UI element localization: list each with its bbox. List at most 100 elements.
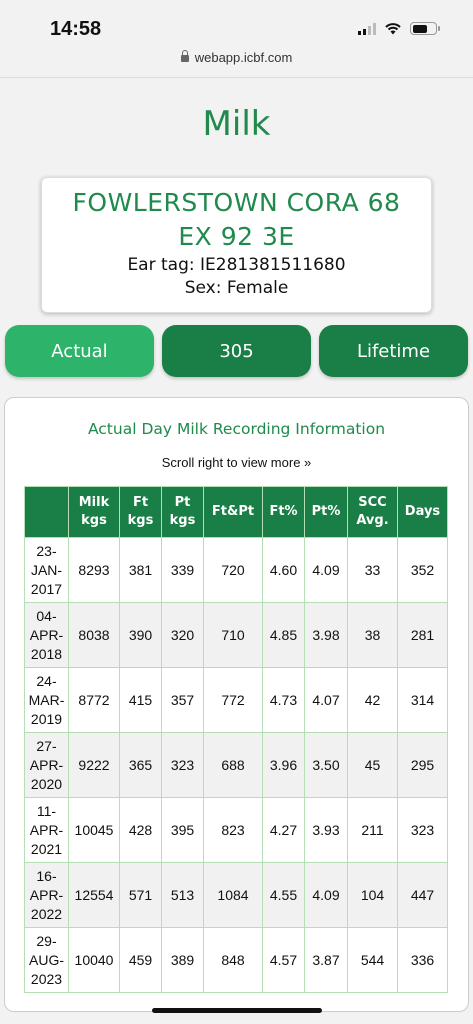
status-time: 14:58 [50, 18, 102, 40]
tab-lifetime[interactable]: Lifetime [319, 325, 468, 377]
table-cell: 4.27 [262, 797, 305, 863]
table-cell: 688 [203, 732, 263, 798]
animal-info-card: FOWLERSTOWN CORA 68 EX 92 3E Ear tag: IE… [41, 177, 432, 313]
table-cell: 848 [203, 927, 263, 993]
table-row: 23-JAN-2017 8293 381 339 720 4.60 4.09 33 352 [24, 537, 448, 603]
table-cell: 42 [347, 667, 398, 733]
table-cell: 8293 [68, 537, 120, 603]
header-cell: Days [397, 486, 448, 538]
table-cell: 4.57 [262, 927, 305, 993]
home-indicator[interactable] [152, 1008, 322, 1013]
header-cell [24, 486, 69, 538]
date-cell: 16-APR-2022 [24, 862, 69, 928]
table-cell: 211 [347, 797, 398, 863]
table-row: 27-APR-2020 9222 365 323 688 3.96 3.50 45 295 [24, 732, 448, 798]
table-cell: 320 [161, 602, 204, 668]
status-bar: 14:58 [0, 0, 473, 46]
date-cell: 24-MAR-2019 [24, 667, 69, 733]
table-cell: 4.73 [262, 667, 305, 733]
animal-name-line2: EX 92 3E [178, 222, 295, 251]
tab-actual[interactable]: Actual [5, 325, 154, 377]
table-cell: 4.60 [262, 537, 305, 603]
date-cell: 23-JAN-2017 [24, 537, 69, 603]
header-cell: Ft% [262, 486, 305, 538]
lock-icon [180, 50, 189, 62]
header-cell: SCC Avg. [347, 486, 398, 538]
table-cell: 3.87 [304, 927, 348, 993]
table-cell: 459 [119, 927, 162, 993]
header-cell: Milk kgs [68, 486, 120, 538]
table-cell: 10040 [68, 927, 120, 993]
header-cell: Ft&Pt [203, 486, 263, 538]
table-cell: 3.50 [304, 732, 348, 798]
table-cell: 823 [203, 797, 263, 863]
date-cell: 29-AUG-2023 [24, 927, 69, 993]
cellular-signal-icon [358, 22, 376, 35]
wifi-icon [385, 23, 401, 35]
table-cell: 4.55 [262, 862, 305, 928]
table-cell: 339 [161, 537, 204, 603]
table-cell: 8038 [68, 602, 120, 668]
table-cell: 357 [161, 667, 204, 733]
status-icons [358, 22, 440, 35]
table-cell: 381 [119, 537, 162, 603]
table-cell: 9222 [68, 732, 120, 798]
table-cell: 390 [119, 602, 162, 668]
table-cell: 4.09 [304, 862, 348, 928]
divider [0, 77, 473, 78]
table-cell: 33 [347, 537, 398, 603]
table-cell: 3.96 [262, 732, 305, 798]
milk-table[interactable]: Milk kgs Ft kgs Pt kgs Ft&Pt Ft% Pt% SCC… [24, 486, 448, 993]
page-title: Milk [202, 104, 271, 144]
table-cell: 571 [119, 862, 162, 928]
table-row: 16-APR-2022 12554 571 513 1084 4.55 4.09 104 447 [24, 862, 448, 928]
tab-bar: Actual 305 Lifetime [5, 325, 468, 377]
table-cell: 365 [119, 732, 162, 798]
date-cell: 04-APR-2018 [24, 602, 69, 668]
table-cell: 352 [397, 537, 448, 603]
date-cell: 27-APR-2020 [24, 732, 69, 798]
header-cell: Ft kgs [119, 486, 162, 538]
table-row: 24-MAR-2019 8772 415 357 772 4.73 4.07 42 314 [24, 667, 448, 733]
tab-305[interactable]: 305 [162, 325, 311, 377]
date-cell: 11-APR-2021 [24, 797, 69, 863]
table-cell: 1084 [203, 862, 263, 928]
table-cell: 281 [397, 602, 448, 668]
sex: Sex: Female [184, 278, 289, 298]
table-cell: 4.07 [304, 667, 348, 733]
table-cell: 447 [397, 862, 448, 928]
table-cell: 45 [347, 732, 398, 798]
table-cell: 323 [161, 732, 204, 798]
battery-icon [410, 22, 440, 35]
table-cell: 104 [347, 862, 398, 928]
table-cell: 415 [119, 667, 162, 733]
table-row: 11-APR-2021 10045 428 395 823 4.27 3.93 211 323 [24, 797, 448, 863]
table-cell: 323 [397, 797, 448, 863]
animal-name-line1: FOWLERSTOWN CORA 68 [72, 188, 401, 217]
table-cell: 710 [203, 602, 263, 668]
scroll-hint: Scroll right to view more » [161, 455, 312, 470]
ear-tag: Ear tag: IE281381511680 [127, 255, 346, 275]
table-cell: 544 [347, 927, 398, 993]
table-cell: 295 [397, 732, 448, 798]
milk-recording-card: Actual Day Milk Recording Information Sc… [4, 397, 469, 1012]
table-cell: 38 [347, 602, 398, 668]
url-text: webapp.icbf.com [194, 50, 293, 65]
table-cell: 3.93 [304, 797, 348, 863]
section-title: Actual Day Milk Recording Information [87, 420, 386, 438]
table-cell: 4.85 [262, 602, 305, 668]
table-cell: 395 [161, 797, 204, 863]
table-cell: 3.98 [304, 602, 348, 668]
table-row: 04-APR-2018 8038 390 320 710 4.85 3.98 38 281 [24, 602, 448, 668]
table-header-row: Milk kgs Ft kgs Pt kgs Ft&Pt Ft% Pt% SCC… [24, 486, 448, 538]
table-cell: 720 [203, 537, 263, 603]
table-cell: 314 [397, 667, 448, 733]
table-cell: 772 [203, 667, 263, 733]
table-row: 29-AUG-2023 10040 459 389 848 4.57 3.87 544 336 [24, 927, 448, 993]
table-cell: 336 [397, 927, 448, 993]
table-cell: 12554 [68, 862, 120, 928]
table-cell: 4.09 [304, 537, 348, 603]
header-cell: Pt% [304, 486, 348, 538]
address-bar[interactable]: webapp.icbf.com [0, 50, 473, 76]
table-cell: 389 [161, 927, 204, 993]
